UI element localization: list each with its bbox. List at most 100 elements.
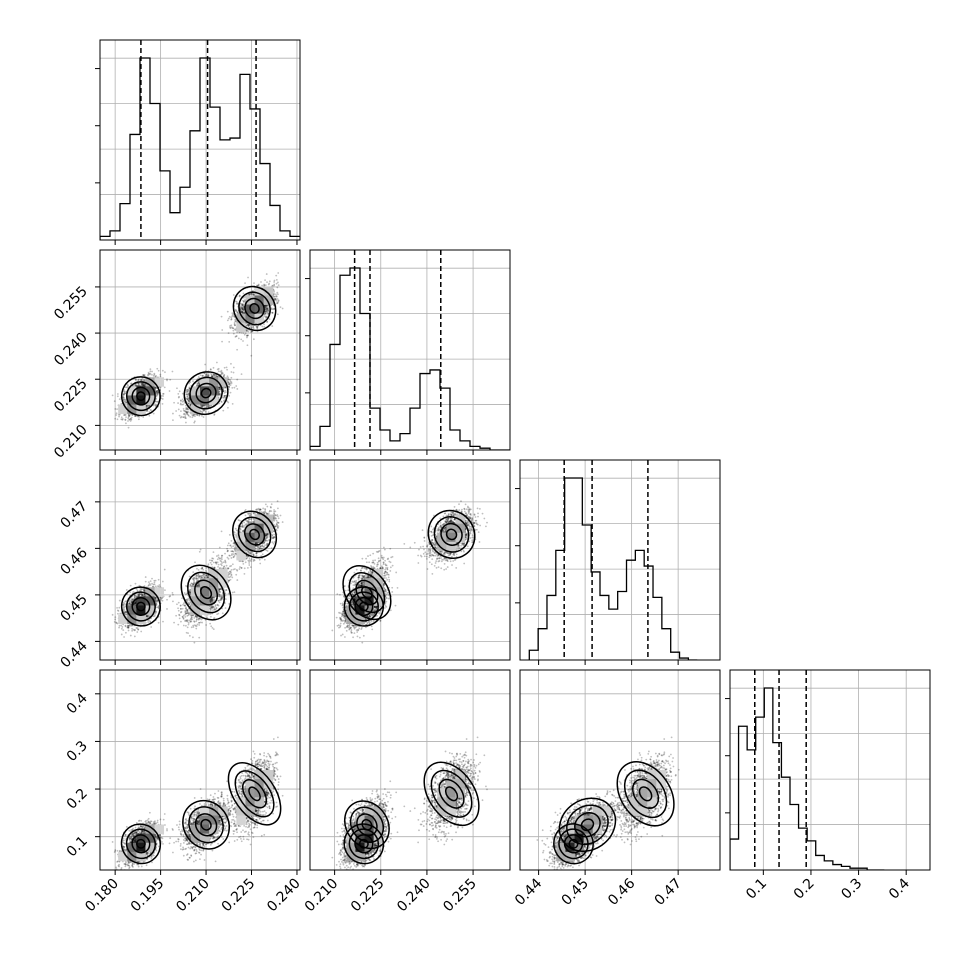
scatter-point bbox=[123, 413, 126, 416]
scatter-point bbox=[242, 340, 244, 342]
scatter-point bbox=[252, 325, 255, 328]
scatter-point bbox=[276, 301, 279, 304]
scatter-point bbox=[186, 390, 188, 393]
scatter-point bbox=[242, 307, 244, 310]
scatter-point bbox=[177, 396, 180, 399]
scatter-point bbox=[128, 414, 131, 417]
scatter-point bbox=[188, 397, 190, 400]
scatter-point bbox=[211, 374, 214, 377]
scatter-point bbox=[179, 402, 182, 405]
scatter-point bbox=[186, 408, 189, 411]
scatter-point bbox=[275, 300, 278, 302]
scatter-point bbox=[116, 418, 119, 421]
scatter-point bbox=[265, 308, 268, 311]
scatter-point bbox=[232, 371, 235, 374]
scatter-point bbox=[211, 375, 214, 378]
scatter-point bbox=[268, 282, 271, 285]
scatter-point bbox=[197, 382, 199, 385]
scatter-point bbox=[118, 398, 121, 401]
scatter-point bbox=[245, 329, 248, 332]
scatter-point bbox=[231, 327, 234, 330]
scatter-point bbox=[246, 334, 248, 337]
scatter-point bbox=[114, 408, 117, 410]
scatter-point bbox=[127, 414, 130, 416]
scatter-point bbox=[188, 400, 191, 403]
scatter-point bbox=[247, 324, 250, 327]
scatter-point bbox=[116, 408, 118, 411]
scatter-point bbox=[242, 308, 245, 311]
scatter-point bbox=[281, 307, 284, 310]
scatter-point bbox=[260, 281, 262, 283]
scatter-point bbox=[186, 408, 189, 410]
scatter-point bbox=[228, 340, 231, 343]
scatter-point bbox=[129, 420, 132, 422]
scatter-point bbox=[274, 298, 277, 301]
scatter-point bbox=[227, 406, 229, 409]
scatter-point bbox=[143, 380, 146, 382]
scatter-point bbox=[142, 384, 145, 386]
scatter-point bbox=[242, 296, 245, 299]
scatter-point bbox=[276, 302, 279, 305]
scatter-point bbox=[251, 330, 254, 333]
scatter-point bbox=[264, 284, 267, 287]
scatter-point bbox=[247, 330, 250, 333]
scatter-point bbox=[223, 366, 226, 369]
scatter-point bbox=[229, 326, 231, 329]
scatter-point bbox=[207, 406, 210, 408]
scatter-point bbox=[149, 370, 152, 373]
scatter-point bbox=[155, 386, 158, 389]
scatter-point bbox=[202, 405, 205, 407]
scatter-point bbox=[245, 324, 248, 327]
scatter-point bbox=[142, 416, 145, 418]
scatter-point bbox=[212, 373, 215, 376]
scatter-point bbox=[265, 316, 268, 319]
scatter-point bbox=[228, 383, 230, 386]
scatter-point bbox=[271, 325, 274, 327]
scatter-point bbox=[230, 381, 233, 383]
hist-panel-0 bbox=[95, 39, 301, 245]
scatter-point bbox=[215, 375, 218, 378]
scatter-point bbox=[273, 297, 275, 300]
scatter-point bbox=[141, 383, 144, 386]
scatter-point bbox=[204, 363, 207, 366]
scatter-point bbox=[220, 315, 223, 318]
scatter-point bbox=[187, 394, 190, 396]
scatter-point bbox=[265, 307, 267, 310]
scatter-point bbox=[164, 371, 166, 374]
scatter-point bbox=[279, 306, 282, 309]
scatter-point bbox=[127, 384, 129, 387]
scatter-point bbox=[256, 326, 259, 328]
scatter-point bbox=[150, 373, 153, 376]
scatter-point bbox=[228, 394, 231, 397]
scatter-point bbox=[127, 420, 129, 422]
scatter-point bbox=[242, 309, 245, 312]
scatter-point bbox=[233, 386, 236, 389]
scatter-point bbox=[246, 334, 249, 337]
scatter-point bbox=[248, 293, 251, 296]
scatter-point bbox=[143, 384, 146, 386]
scatter-point bbox=[265, 305, 268, 307]
scatter-point bbox=[154, 375, 157, 378]
scatter-point bbox=[187, 399, 190, 402]
scatter-point bbox=[152, 412, 155, 415]
scatter-point bbox=[155, 404, 158, 407]
scatter-point bbox=[234, 320, 237, 323]
scatter-point bbox=[120, 418, 123, 421]
scatter-point bbox=[265, 309, 267, 312]
scatter-point bbox=[274, 297, 277, 300]
scatter-point bbox=[197, 375, 200, 378]
scatter-point bbox=[236, 388, 239, 390]
scatter-point bbox=[239, 309, 242, 312]
scatter-point bbox=[128, 414, 131, 417]
scatter-point bbox=[223, 396, 226, 399]
scatter-point bbox=[224, 386, 227, 389]
scatter-point bbox=[122, 397, 125, 400]
scatter-point bbox=[195, 413, 198, 416]
scatter-point bbox=[175, 410, 178, 412]
scatter-point bbox=[253, 293, 255, 296]
scatter-point bbox=[146, 405, 149, 408]
scatter-point bbox=[137, 382, 139, 385]
scatter-point bbox=[237, 337, 240, 340]
scatter-point bbox=[203, 409, 205, 411]
